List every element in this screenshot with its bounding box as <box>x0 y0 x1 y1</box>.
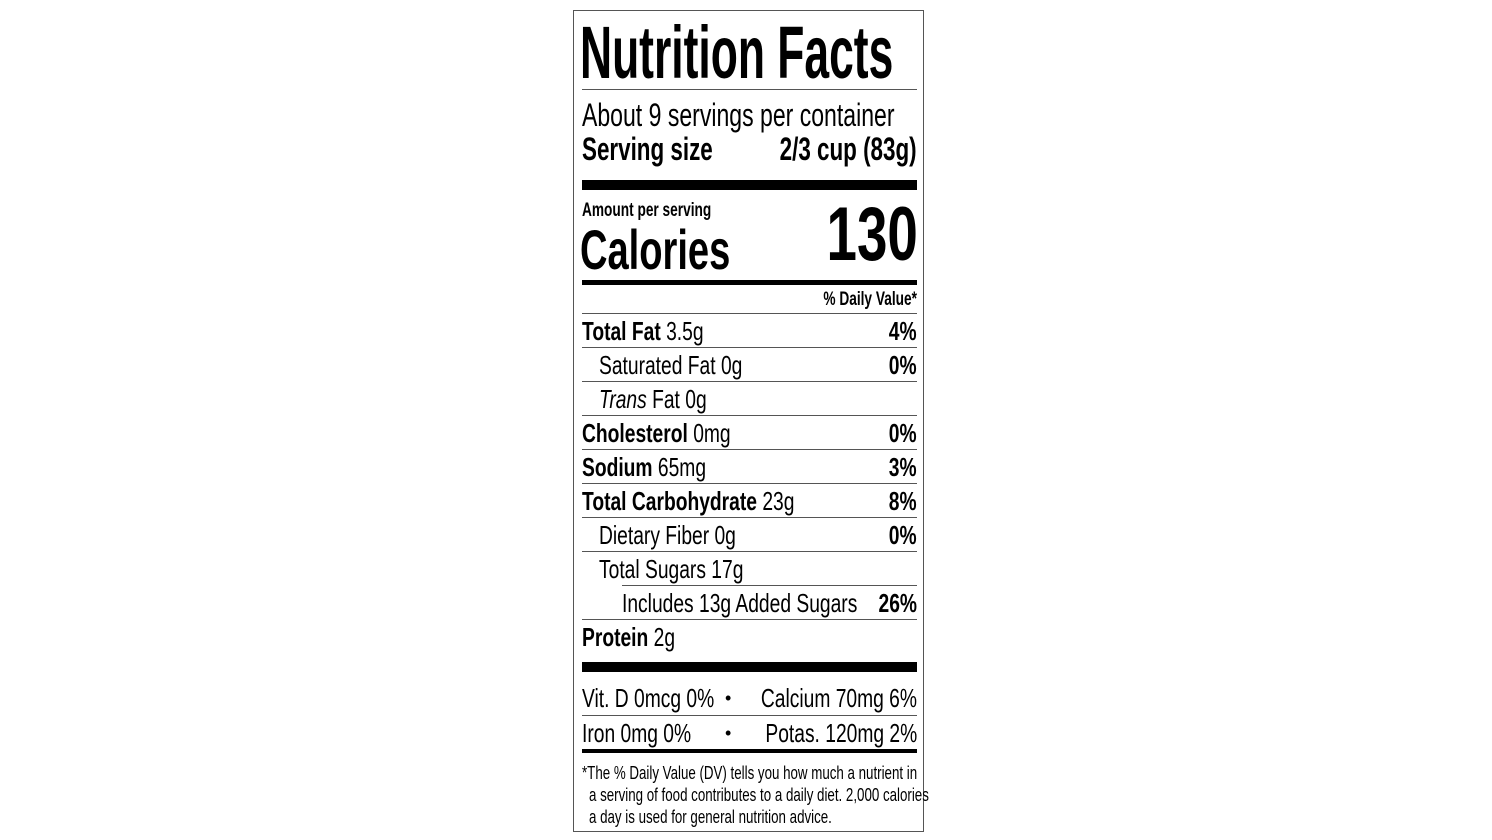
serving-size-label: Serving size <box>582 132 713 166</box>
daily-value-header: % Daily Value* <box>823 288 917 312</box>
nutrient-amount: 3.5g <box>666 316 704 346</box>
footnote: *The % Daily Value (DV) tells you how mu… <box>582 762 929 828</box>
nutrient-amount: 23g <box>762 486 795 516</box>
nutrient-row: Total Fat 3.5g 4% <box>582 314 917 348</box>
divider <box>622 585 917 586</box>
nutrient-daily-value: 0% <box>889 418 917 448</box>
nutrient-row: Includes 13g Added Sugars 26% <box>582 586 917 620</box>
nutrient-row: Saturated Fat 0g 0% <box>582 348 917 382</box>
divider <box>582 89 917 90</box>
bullet-separator: • <box>725 723 732 743</box>
nutrient-name: Sodium <box>582 452 653 482</box>
nutrient-daily-value: 26% <box>878 588 917 618</box>
nutrient-name: Protein <box>582 622 649 652</box>
serving-size-label-text: Serving size <box>582 131 713 167</box>
footnote-line: a serving of food contributes to a daily… <box>589 785 929 805</box>
medium-divider <box>582 749 917 753</box>
footnote-line: a day is used for general nutrition advi… <box>589 807 832 827</box>
nutrient-daily-value: 3% <box>889 452 917 482</box>
nutrient-name: Saturated Fat <box>599 350 716 380</box>
divider <box>582 715 917 716</box>
nutrient-daily-value: 8% <box>889 486 917 516</box>
divider <box>582 551 917 552</box>
nutrient-name: Total Sugars <box>599 554 706 584</box>
thick-divider <box>582 180 917 190</box>
nutrient-name: Total Fat <box>582 316 661 346</box>
serving-size-value: 2/3 cup (83g) <box>780 132 917 166</box>
amount-per-serving-text: Amount per serving <box>582 200 712 221</box>
label-title: Nutrition Facts <box>580 14 893 92</box>
calcium: Calcium 70mg 6% <box>760 683 917 713</box>
calories-value-text: 130 <box>826 192 918 277</box>
nutrient-amount: 0g <box>720 350 743 380</box>
nutrient-row: Total Sugars 17g <box>582 552 917 586</box>
thick-divider <box>582 662 917 672</box>
nutrient-amount: 0g <box>714 520 736 550</box>
nutrient-amount: 17g <box>711 554 744 584</box>
nutrient-name: Total Carbohydrate <box>582 486 757 516</box>
nutrient-row: Dietary Fiber 0g 0% <box>582 518 917 552</box>
nutrient-row: Sodium 65mg 3% <box>582 450 917 484</box>
calories-label: Calories <box>580 218 731 281</box>
nutrition-facts-label <box>573 10 924 832</box>
amount-per-serving: Amount per serving <box>582 200 711 222</box>
nutrient-name: Fat <box>652 384 680 414</box>
servings-text: About 9 servings per container <box>582 97 895 133</box>
serving-size-value-text: 2/3 cup (83g) <box>780 131 917 167</box>
nutrient-daily-value: 0% <box>889 520 917 550</box>
nutrient-amount: 65mg <box>657 452 707 482</box>
bullet-separator: • <box>725 688 732 708</box>
divider <box>582 483 917 484</box>
footnote-line: *The % Daily Value (DV) tells you how mu… <box>582 763 918 783</box>
micronutrient-row: Vit. D 0mcg 0% • Calcium 70mg 6% <box>582 681 917 715</box>
nutrient-name: Cholesterol <box>582 418 688 448</box>
nutrient-amount: 2g <box>653 622 676 652</box>
daily-value-header-text: % Daily Value* <box>823 289 917 310</box>
micronutrient-row: Iron 0mg 0% • Potas. 120mg 2% <box>582 716 917 750</box>
title-text: Nutrition Facts <box>580 11 894 94</box>
vitamin-d: Vit. D 0mcg 0% <box>582 683 715 713</box>
calories-value: 130 <box>826 192 918 277</box>
nutrient-name: Includes 13g Added Sugars <box>622 588 858 618</box>
nutrient-amount: 0mg <box>693 418 731 448</box>
nutrient-daily-value: 0% <box>889 350 917 380</box>
nutrient-row: Cholesterol 0mg 0% <box>582 416 917 450</box>
calories-label-text: Calories <box>580 218 731 281</box>
divider <box>582 517 917 518</box>
divider <box>582 313 917 314</box>
nutrient-row: Protein 2g <box>582 620 917 654</box>
divider <box>582 619 917 620</box>
nutrient-name-italic: Trans <box>599 384 647 414</box>
divider <box>582 415 917 416</box>
potassium: Potas. 120mg 2% <box>765 718 917 748</box>
nutrient-row: Trans Fat 0g <box>582 382 917 416</box>
divider <box>582 381 917 382</box>
nutrient-daily-value: 4% <box>889 316 917 346</box>
iron: Iron 0mg 0% <box>582 718 692 748</box>
medium-divider <box>582 280 917 285</box>
servings-per-container: About 9 servings per container <box>582 98 895 132</box>
divider <box>582 347 917 348</box>
nutrient-name: Dietary Fiber <box>599 520 710 550</box>
nutrient-row: Total Carbohydrate 23g 8% <box>582 484 917 518</box>
nutrient-amount: 0g <box>685 384 707 414</box>
divider <box>582 449 917 450</box>
